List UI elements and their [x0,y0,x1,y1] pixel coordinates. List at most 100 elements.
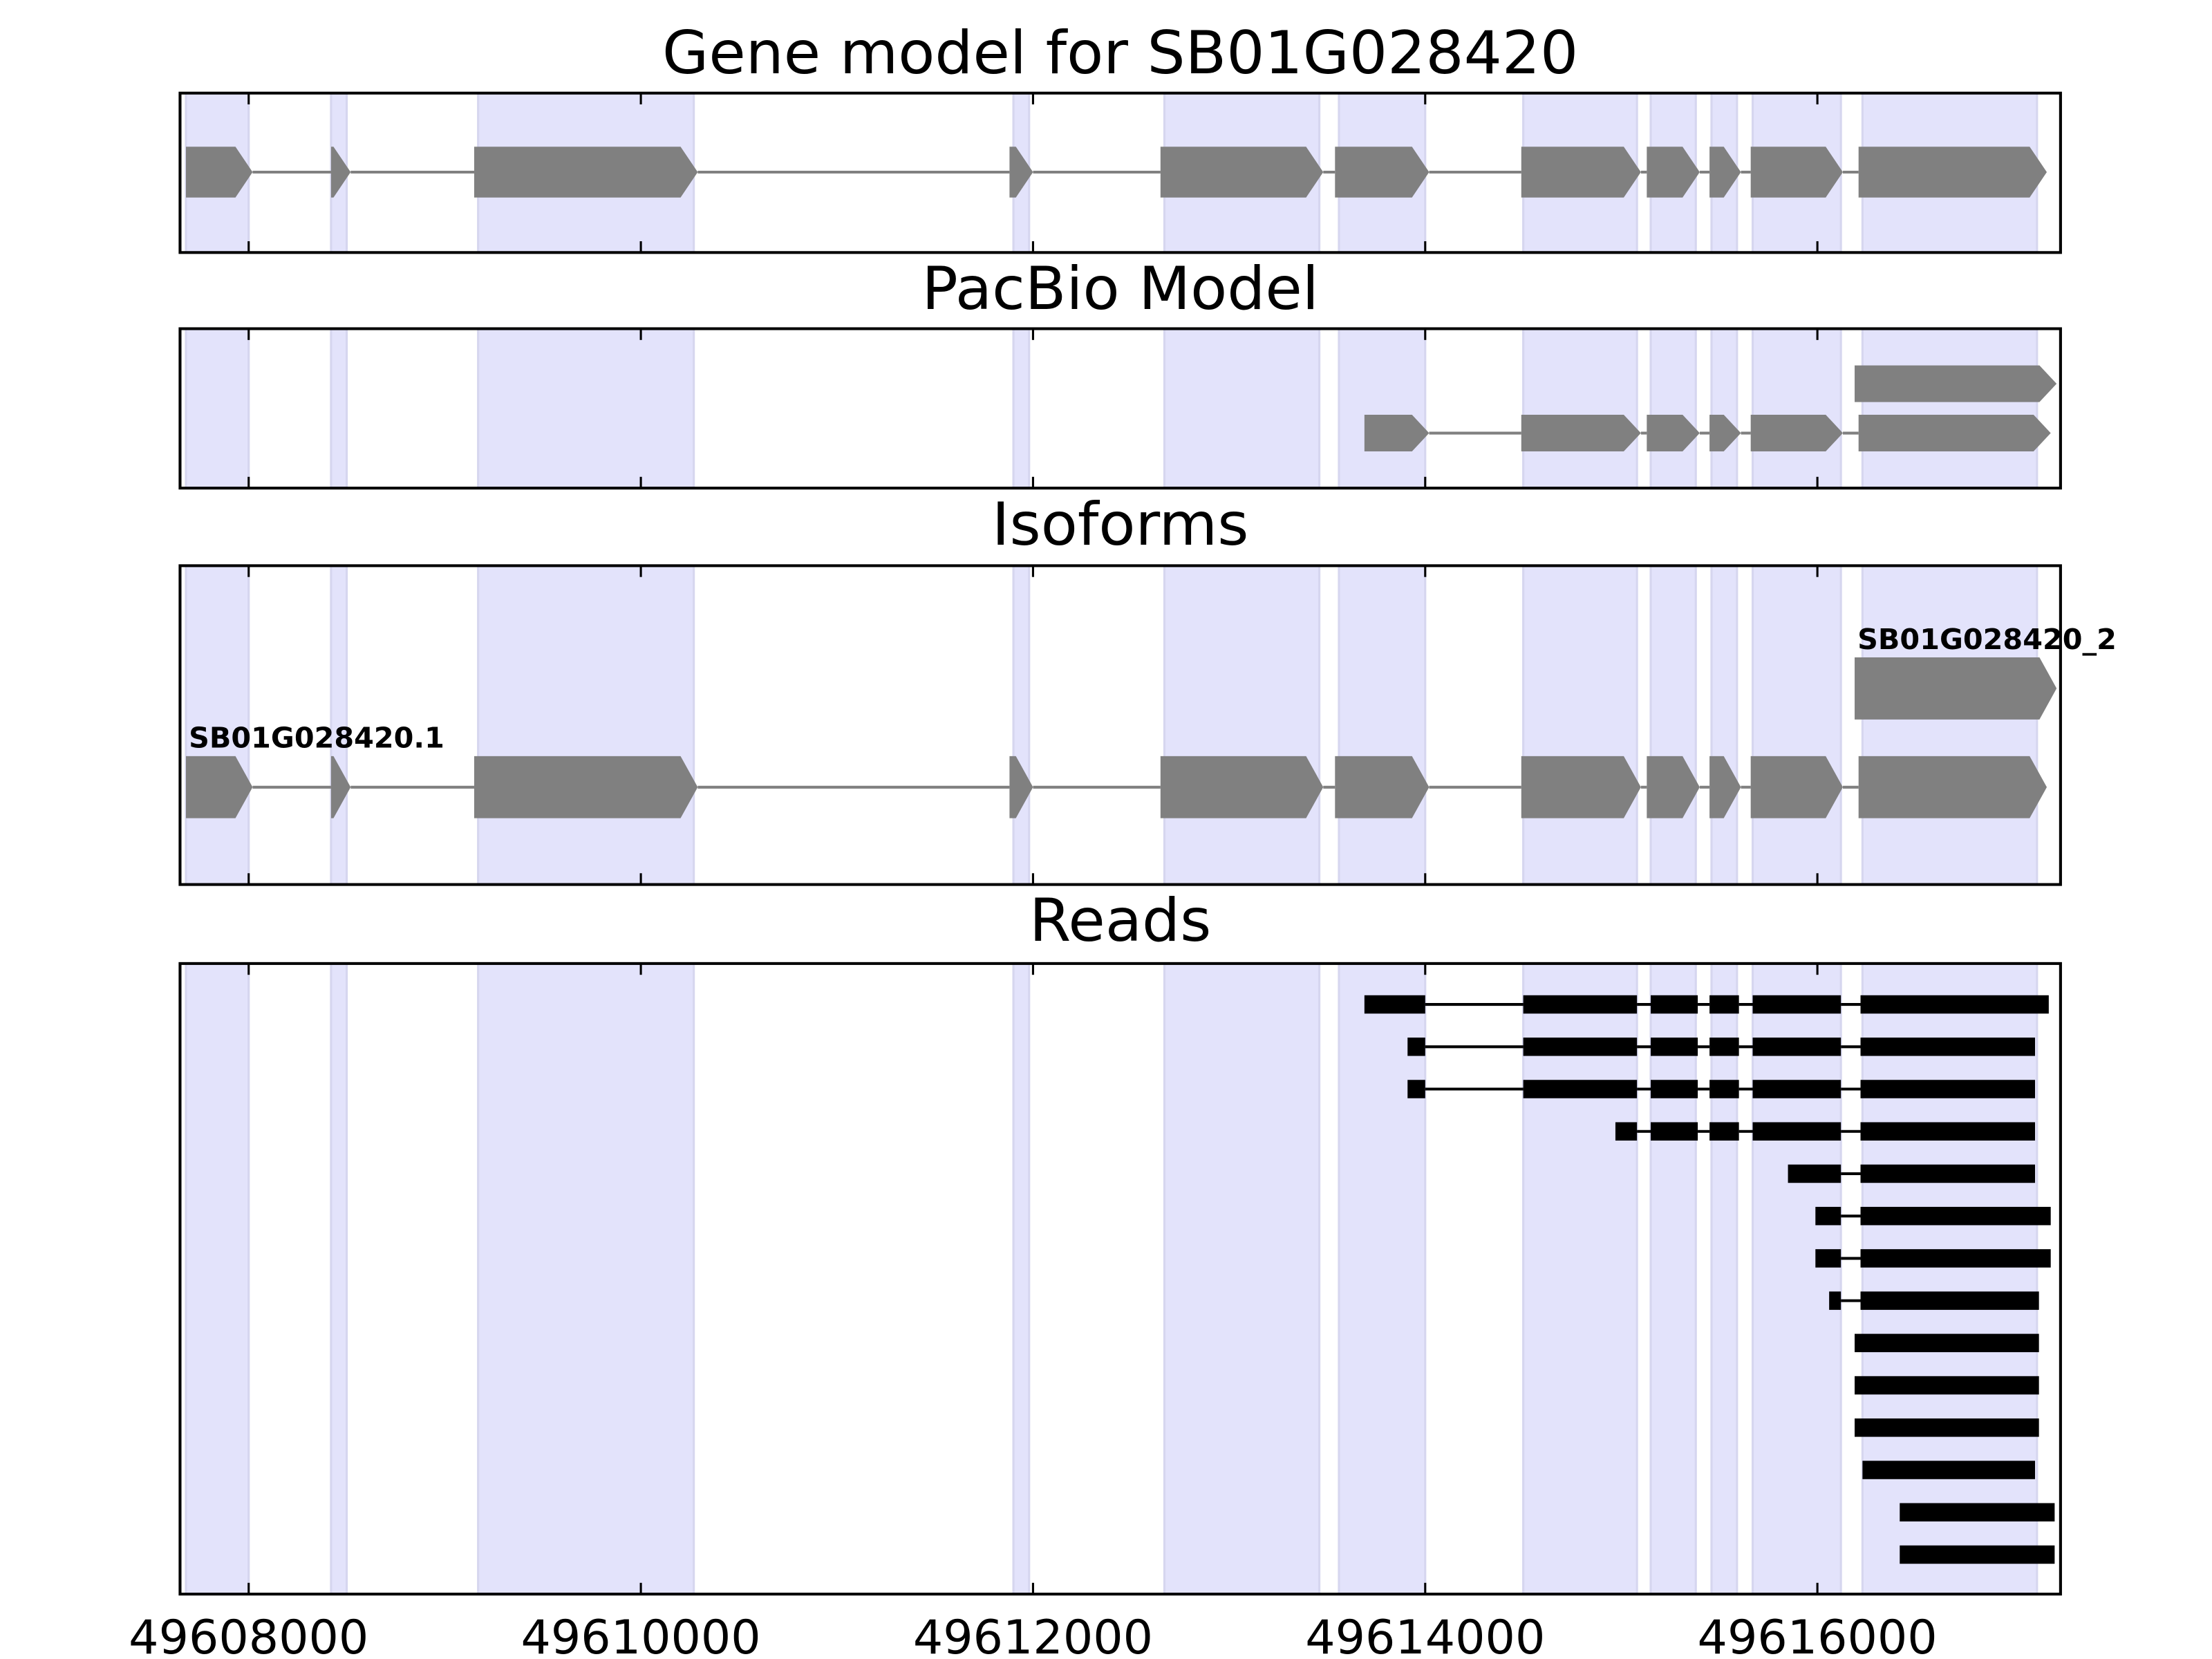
highlight-region [1522,327,1638,489]
exon [1647,415,1700,452]
highlight-region [477,564,695,886]
exon [1860,1291,2039,1310]
highlight-region [1710,962,1738,1595]
exon [474,147,698,198]
exon [1523,1038,1638,1056]
panel-title: Reads [1029,887,1211,955]
exon [1521,147,1641,198]
exon [1647,147,1700,198]
highlight-region [1012,327,1031,489]
exon [1521,756,1641,818]
exon [1364,415,1430,452]
highlight-region [1338,564,1427,886]
highlight-region [1649,962,1697,1595]
exon [1651,1038,1698,1056]
highlight-region [330,327,348,489]
exon [330,756,351,818]
panel-frame [178,564,2062,886]
highlight-region [1163,564,1321,886]
highlight-region [1861,327,2038,489]
exon [1709,756,1741,818]
x-tick-label: 49614000 [1305,1610,1545,1659]
exon [1788,1164,1841,1183]
exon [1523,995,1638,1014]
highlight-region [1522,962,1638,1595]
exon [1752,1080,1841,1098]
highlight-region [1012,564,1031,886]
highlight-region [1751,962,1842,1595]
exon [1009,756,1033,818]
panel-frame [178,327,2062,490]
exon [1752,1122,1841,1141]
highlight-region [1338,327,1427,489]
exon [1858,147,2047,198]
exon [1009,147,1033,198]
highlight-region [1861,962,2038,1595]
exon [1709,415,1741,452]
exon [1860,995,2049,1014]
panel-frame [178,91,2062,254]
panel-title: Isoforms [992,490,1249,559]
highlight-region [1751,327,1842,489]
exon [1900,1503,2055,1522]
exon [1651,1122,1698,1141]
highlight-region [185,327,250,489]
x-tick-label: 49612000 [913,1610,1153,1659]
exon [1855,657,2057,720]
exon [1523,1080,1638,1098]
exon [185,756,253,818]
exon [1855,365,2057,402]
highlight-region [1338,962,1427,1595]
exon [1860,1164,2036,1183]
exon [1900,1545,2055,1564]
exon [1855,1333,2039,1353]
highlight-region [1649,327,1697,489]
highlight-region [477,962,695,1595]
exon [1860,1249,2051,1268]
isoform-label: SB01G028420.1 [189,722,444,755]
highlight-region [1163,962,1321,1595]
exon [1651,995,1698,1014]
exon [185,147,253,198]
exon [1815,1206,1841,1226]
exon [1335,147,1430,198]
exon [1160,147,1324,198]
highlight-region [477,327,695,489]
exon [1860,1038,2036,1056]
exon [1855,1376,2039,1395]
exon [1855,1418,2039,1437]
exon [1860,1122,2036,1141]
highlight-region [1522,564,1638,886]
exon [1709,1080,1739,1098]
x-tick-label: 49610000 [521,1610,761,1659]
panel-frame [178,962,2062,1596]
x-tick-label: 49616000 [1698,1610,1938,1659]
highlight-region [1751,564,1842,886]
exon [330,147,351,198]
highlight-region [1710,327,1738,489]
isoform-label: SB01G028420_2 [1857,623,2117,656]
exon [1709,1038,1739,1056]
exon [1521,415,1641,452]
exon [1860,1080,2036,1098]
highlight-region [1012,962,1031,1595]
highlight-region [1163,327,1321,489]
highlight-region [185,564,250,886]
highlight-region [1861,564,2038,886]
x-tick-label: 49608000 [129,1610,368,1659]
panel-title: PacBio Model [921,254,1318,323]
exon [1752,995,1841,1014]
exon [1750,756,1844,818]
exon [1364,995,1425,1014]
exon [1815,1249,1841,1268]
exon [1709,147,1741,198]
exon [1407,1080,1425,1098]
exon [1709,995,1739,1014]
exon [1858,756,2047,818]
exon [1862,1461,2036,1479]
exon [1647,756,1700,818]
panel-title: Gene model for SB01G028420 [662,19,1578,88]
exon [474,756,698,818]
